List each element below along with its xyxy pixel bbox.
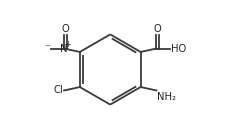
Text: O: O bbox=[61, 24, 69, 34]
Text: NH₂: NH₂ bbox=[157, 92, 176, 102]
Text: O: O bbox=[154, 24, 162, 34]
Text: Cl: Cl bbox=[54, 85, 64, 95]
Text: ⁻: ⁻ bbox=[45, 44, 50, 54]
Text: HO: HO bbox=[171, 44, 186, 54]
Text: +: + bbox=[64, 40, 71, 49]
Text: N: N bbox=[60, 44, 68, 54]
